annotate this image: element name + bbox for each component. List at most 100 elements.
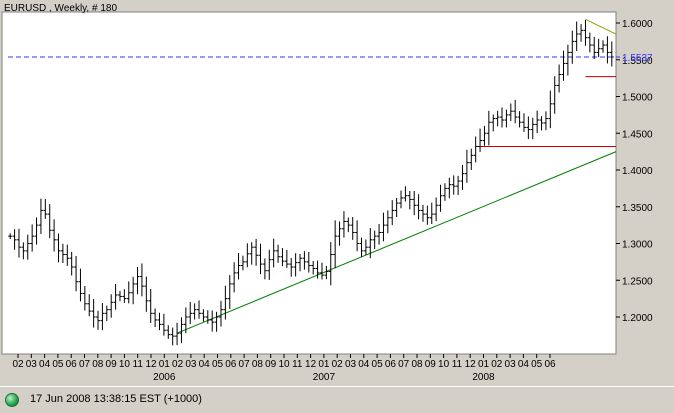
current-price-label: 1.5537 [622, 53, 653, 64]
ohlc-bar [144, 276, 149, 312]
ohlc-bar [302, 251, 307, 270]
x-tick-label: 05 [531, 359, 543, 370]
ohlc-bar [390, 200, 395, 226]
x-tick-label: 04 [358, 359, 370, 370]
ohlc-bar [306, 251, 311, 273]
ohlc-bar [21, 242, 26, 260]
x-tick-label: 03 [26, 359, 38, 370]
ohlc-bar [65, 244, 70, 266]
y-tick-label: 1.6000 [622, 19, 653, 30]
ohlc-bar [157, 312, 162, 331]
ohlc-bar [139, 263, 144, 297]
ohlc-bar [535, 110, 540, 134]
ohlc-bar [328, 242, 333, 286]
ohlc-bar [135, 267, 140, 295]
status-timestamp: 17 Jun 2008 13:38:15 EST (+1000) [30, 393, 202, 405]
ohlc-bar [482, 125, 487, 146]
ohlc-bar [192, 303, 197, 320]
ohlc-bar [504, 109, 509, 128]
ohlc-bar [368, 228, 373, 259]
x-tick-label: 12 [465, 359, 477, 370]
ohlc-bar [188, 301, 193, 324]
ohlc-bar [91, 299, 96, 328]
ohlc-bar [319, 262, 324, 280]
trend-line [585, 18, 617, 35]
ohlc-bar [451, 175, 456, 195]
ohlc-bar [464, 149, 469, 183]
ohlc-bar [25, 234, 30, 260]
x-tick-label: 03 [345, 359, 357, 370]
x-tick-label: 05 [372, 359, 384, 370]
ohlc-bar [491, 114, 496, 132]
ohlc-bar [469, 148, 474, 170]
ohlc-bar [38, 198, 43, 234]
x-tick-label: 06 [225, 359, 237, 370]
ohlc-bar [561, 50, 566, 81]
ohlc-bar [30, 224, 35, 252]
ohlc-bar [530, 117, 535, 140]
ohlc-bar [284, 249, 289, 268]
chart-title: EURUSD , Weekly, # 180 [4, 3, 117, 14]
y-tick-label: 1.3500 [622, 203, 653, 214]
ohlc-bar [60, 243, 65, 263]
ohlc-bar [183, 307, 188, 334]
ohlc-bar [412, 191, 417, 216]
ohlc-bar [8, 233, 13, 240]
ohlc-bar [315, 260, 320, 279]
ohlc-bar [236, 253, 241, 280]
y-tick-label: 1.5000 [622, 93, 653, 104]
ohlc-bar [82, 285, 87, 311]
x-tick-label: 07 [79, 359, 91, 370]
x-axis: 02 03 04 05 06 07 08 09 10 11 12 01 02 03 04 05 06 07 08 09… [12, 354, 556, 370]
ohlc-bar [223, 285, 228, 320]
ohlc-bar [249, 242, 254, 265]
ohlc-bar [175, 322, 180, 346]
ohlc-bar [100, 303, 105, 331]
x-tick-label: 07 [398, 359, 410, 370]
ohlc-bar [500, 107, 505, 128]
ohlc-bar [385, 210, 390, 234]
ohlc-bar [254, 238, 259, 266]
x-tick-label: 04 [199, 359, 211, 370]
ohlc-bar [122, 289, 127, 303]
ohlc-bar [170, 327, 175, 346]
ohlc-bar [298, 253, 303, 272]
x-tick-label: 12 [145, 359, 157, 370]
ohlc-bar [442, 183, 447, 201]
ohlc-bar [47, 204, 52, 239]
x-tick-label: 01 [159, 359, 171, 370]
ohlc-bar [570, 30, 575, 64]
plot-area [1, 11, 617, 355]
x-tick-label: 07 [239, 359, 251, 370]
x-tick-label: 04 [518, 359, 530, 370]
ohlc-bar [403, 186, 408, 202]
ohlc-bar [96, 310, 101, 330]
ohlc-bar [508, 103, 513, 122]
ohlc-bar [280, 248, 285, 267]
trend-line [176, 151, 617, 334]
ohlc-bar [601, 40, 606, 53]
x-tick-label: 10 [438, 359, 450, 370]
price-bars [8, 20, 614, 346]
ohlc-bar [267, 249, 272, 280]
ohlc-bar [583, 20, 588, 46]
ohlc-bar [109, 294, 114, 318]
ohlc-bar [271, 238, 276, 268]
ohlc-bar [552, 76, 557, 114]
ohlc-bar [258, 243, 263, 275]
x-tick-label: 09 [265, 359, 277, 370]
x-tick-label: 05 [52, 359, 64, 370]
y-tick-label: 1.2000 [622, 313, 653, 324]
ohlc-bar [78, 268, 83, 302]
y-tick-label: 1.2500 [622, 276, 653, 287]
x-tick-label: 06 [385, 359, 397, 370]
year-label: 2008 [472, 372, 495, 383]
ohlc-bar [543, 111, 548, 131]
x-tick-label: 02 [332, 359, 344, 370]
ohlc-bar [460, 164, 465, 190]
status-dot-icon [5, 393, 19, 407]
ohlc-bar [438, 184, 443, 212]
ohlc-bar [341, 211, 346, 238]
ohlc-bar [227, 275, 232, 309]
ohlc-bar [565, 44, 570, 76]
